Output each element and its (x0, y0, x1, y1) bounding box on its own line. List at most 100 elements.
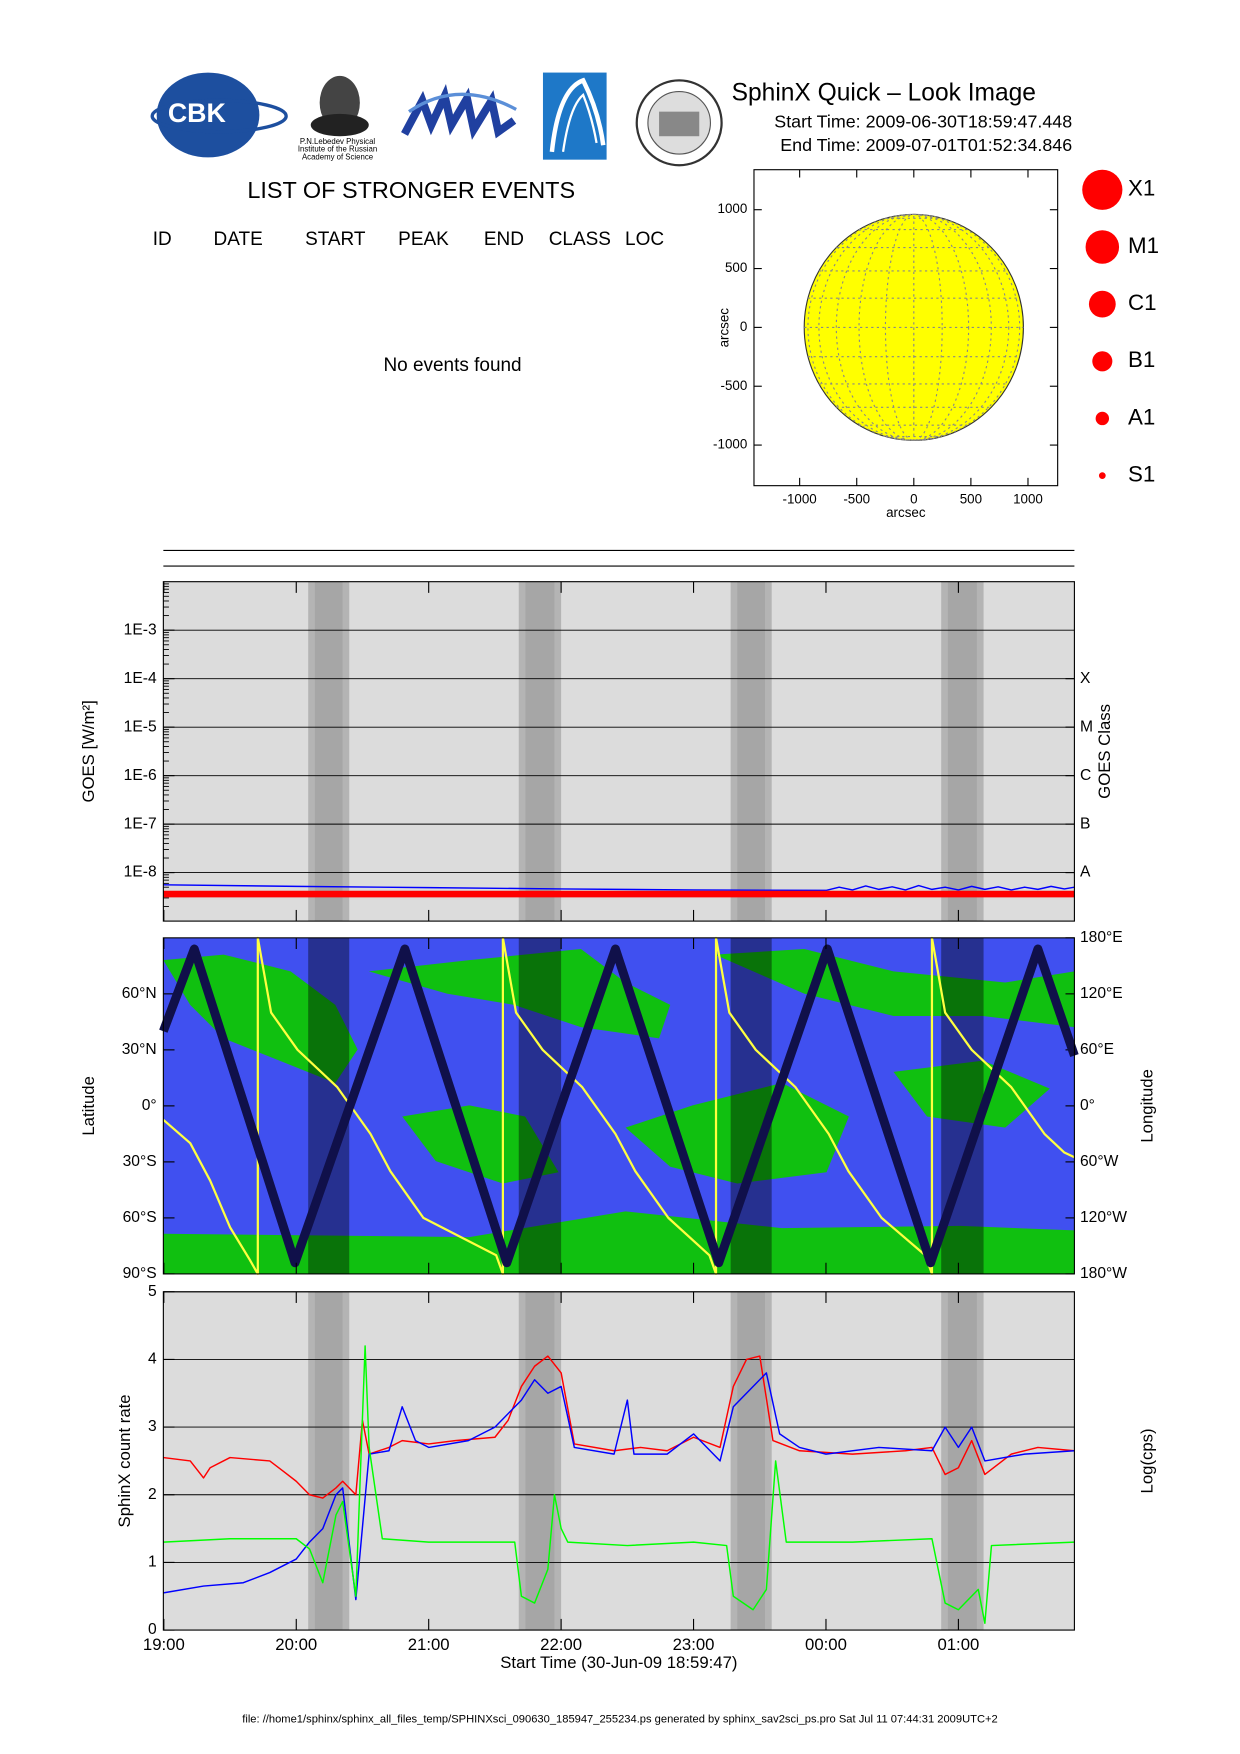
events-column: CLASS (549, 229, 611, 250)
eclipse-core (947, 581, 977, 922)
y-tick-label: 0 (148, 1621, 157, 1638)
y-tick-label: 0 (740, 319, 747, 334)
cbk-logo (156, 72, 260, 158)
x-axis-label: Start Time (30-Jun-09 18:59:47) (500, 1653, 737, 1672)
legend-marker (1098, 472, 1106, 479)
y-tick-label: 1 (148, 1554, 157, 1571)
cbk-swoosh (150, 98, 288, 134)
legend-label: M1 (1128, 233, 1159, 258)
lebedev-portrait-base (310, 113, 369, 137)
disk-grid (818, 213, 1010, 441)
y2-tick-label: 0° (1080, 1097, 1095, 1114)
series-line (162, 936, 1075, 1276)
y-tick-label: -500 (720, 378, 747, 393)
events-message: No events found (383, 355, 521, 376)
y-tick-label: 1000 (718, 201, 748, 216)
y-tick-label: 3 (148, 1418, 157, 1435)
y-tick-label: 4 (148, 1351, 157, 1368)
map-background (163, 937, 1075, 1274)
legend-label: A1 (1128, 404, 1155, 429)
legend-marker (1095, 411, 1110, 426)
y2-tick-label: 60°E (1080, 1041, 1114, 1058)
y-tick-label: 0° (142, 1097, 157, 1114)
y-tick-label: 1E-3 (124, 621, 157, 638)
cfa-logo-arc (549, 77, 606, 153)
madi-logo (401, 84, 517, 140)
y2-tick-label: 180°E (1080, 929, 1123, 946)
events-column: END (484, 229, 524, 250)
y-axis-label: Latitude (79, 1076, 98, 1136)
x-tick-label: 500 (960, 492, 982, 507)
y2-tick-label: 120°W (1080, 1209, 1127, 1226)
x-axis-label: arcsec (886, 505, 926, 520)
series-line (163, 1372, 1075, 1601)
map-region (163, 1211, 1075, 1251)
x-tick-label: 23:00 (673, 1635, 715, 1654)
legend-label: X1 (1128, 176, 1155, 201)
cbk-text: CBK (168, 98, 227, 128)
series-line (163, 884, 1075, 892)
events-header: ID DATE START PEAK END CLASS LOC (153, 229, 664, 250)
legend-label: S1 (1128, 462, 1155, 487)
events-title: LIST OF STRONGER EVENTS (247, 177, 575, 203)
series-line (159, 944, 1079, 1268)
legend-label: B1 (1128, 347, 1155, 372)
y-axis-label: arcsec (716, 308, 731, 348)
x-tick-label: 01:00 (937, 1635, 979, 1654)
x-tick-label: 19:00 (143, 1635, 185, 1654)
y-tick-label: 1E-8 (124, 864, 157, 881)
plot-frame (162, 1291, 1075, 1631)
x-tick-label: 21:00 (408, 1635, 450, 1654)
y-tick-label: 30°S (123, 1153, 157, 1170)
madi-logo-arc (408, 92, 517, 114)
eclipse-core (737, 581, 765, 922)
legend-marker (1088, 290, 1116, 318)
y2-tick-label: A (1080, 864, 1091, 881)
legend-label: C1 (1128, 290, 1157, 315)
y2-axis-label: Longitude (1138, 1069, 1157, 1143)
eclipse-band (308, 937, 350, 1274)
lebedev-caption: Academy of Science (302, 152, 373, 161)
series-line (163, 1355, 1075, 1499)
logos: CBK P.N.Lebedev Physical Institute of th… (150, 72, 723, 167)
x-tick-label: 1000 (1013, 492, 1043, 507)
events-column: PEAK (398, 229, 449, 250)
legend-marker (1085, 230, 1120, 264)
x-tick-label: -1000 (783, 492, 817, 507)
eclipse-core (314, 581, 343, 922)
seal-building (659, 111, 700, 137)
cfa-logo-arc (561, 93, 598, 153)
y-tick-label: 60°N (122, 985, 157, 1002)
eclipse-core (525, 581, 555, 922)
x-tick-label: 20:00 (275, 1635, 317, 1654)
map-region (714, 949, 1075, 1028)
y-axis-label: SphinX count rate (115, 1394, 134, 1527)
map-region (163, 1250, 1075, 1274)
y2-tick-label: C (1080, 767, 1091, 784)
map-region (163, 954, 358, 1083)
y-axis-label: GOES [W/m²] (79, 700, 98, 802)
x-tick-label: -500 (843, 492, 870, 507)
y2-tick-label: 60°W (1080, 1153, 1119, 1170)
y-tick-label: 2 (148, 1486, 157, 1503)
y2-tick-label: M (1080, 718, 1093, 735)
x-tick-label: 22:00 (540, 1635, 582, 1654)
events-column: DATE (214, 229, 263, 250)
disk-grid (807, 213, 1021, 441)
events-column: ID (153, 229, 172, 250)
y-tick-label: 1E-5 (124, 718, 157, 735)
events-column: LOC (625, 229, 664, 250)
y-tick-label: 30°N (122, 1041, 157, 1058)
y-tick-label: 1E-7 (124, 815, 157, 832)
start-time: Start Time: 2009-06-30T18:59:47.448 (774, 112, 1072, 132)
disk-grid (835, 213, 992, 441)
plot-background (163, 581, 1075, 922)
plot-frame (162, 937, 1075, 1275)
page-title: SphinX Quick – Look Image (732, 79, 1036, 106)
end-time: End Time: 2009-07-01T01:52:34.846 (780, 135, 1072, 155)
eclipse-core (737, 1291, 765, 1631)
y-tick-label: 60°S (123, 1209, 157, 1226)
y2-tick-label: B (1080, 815, 1090, 832)
